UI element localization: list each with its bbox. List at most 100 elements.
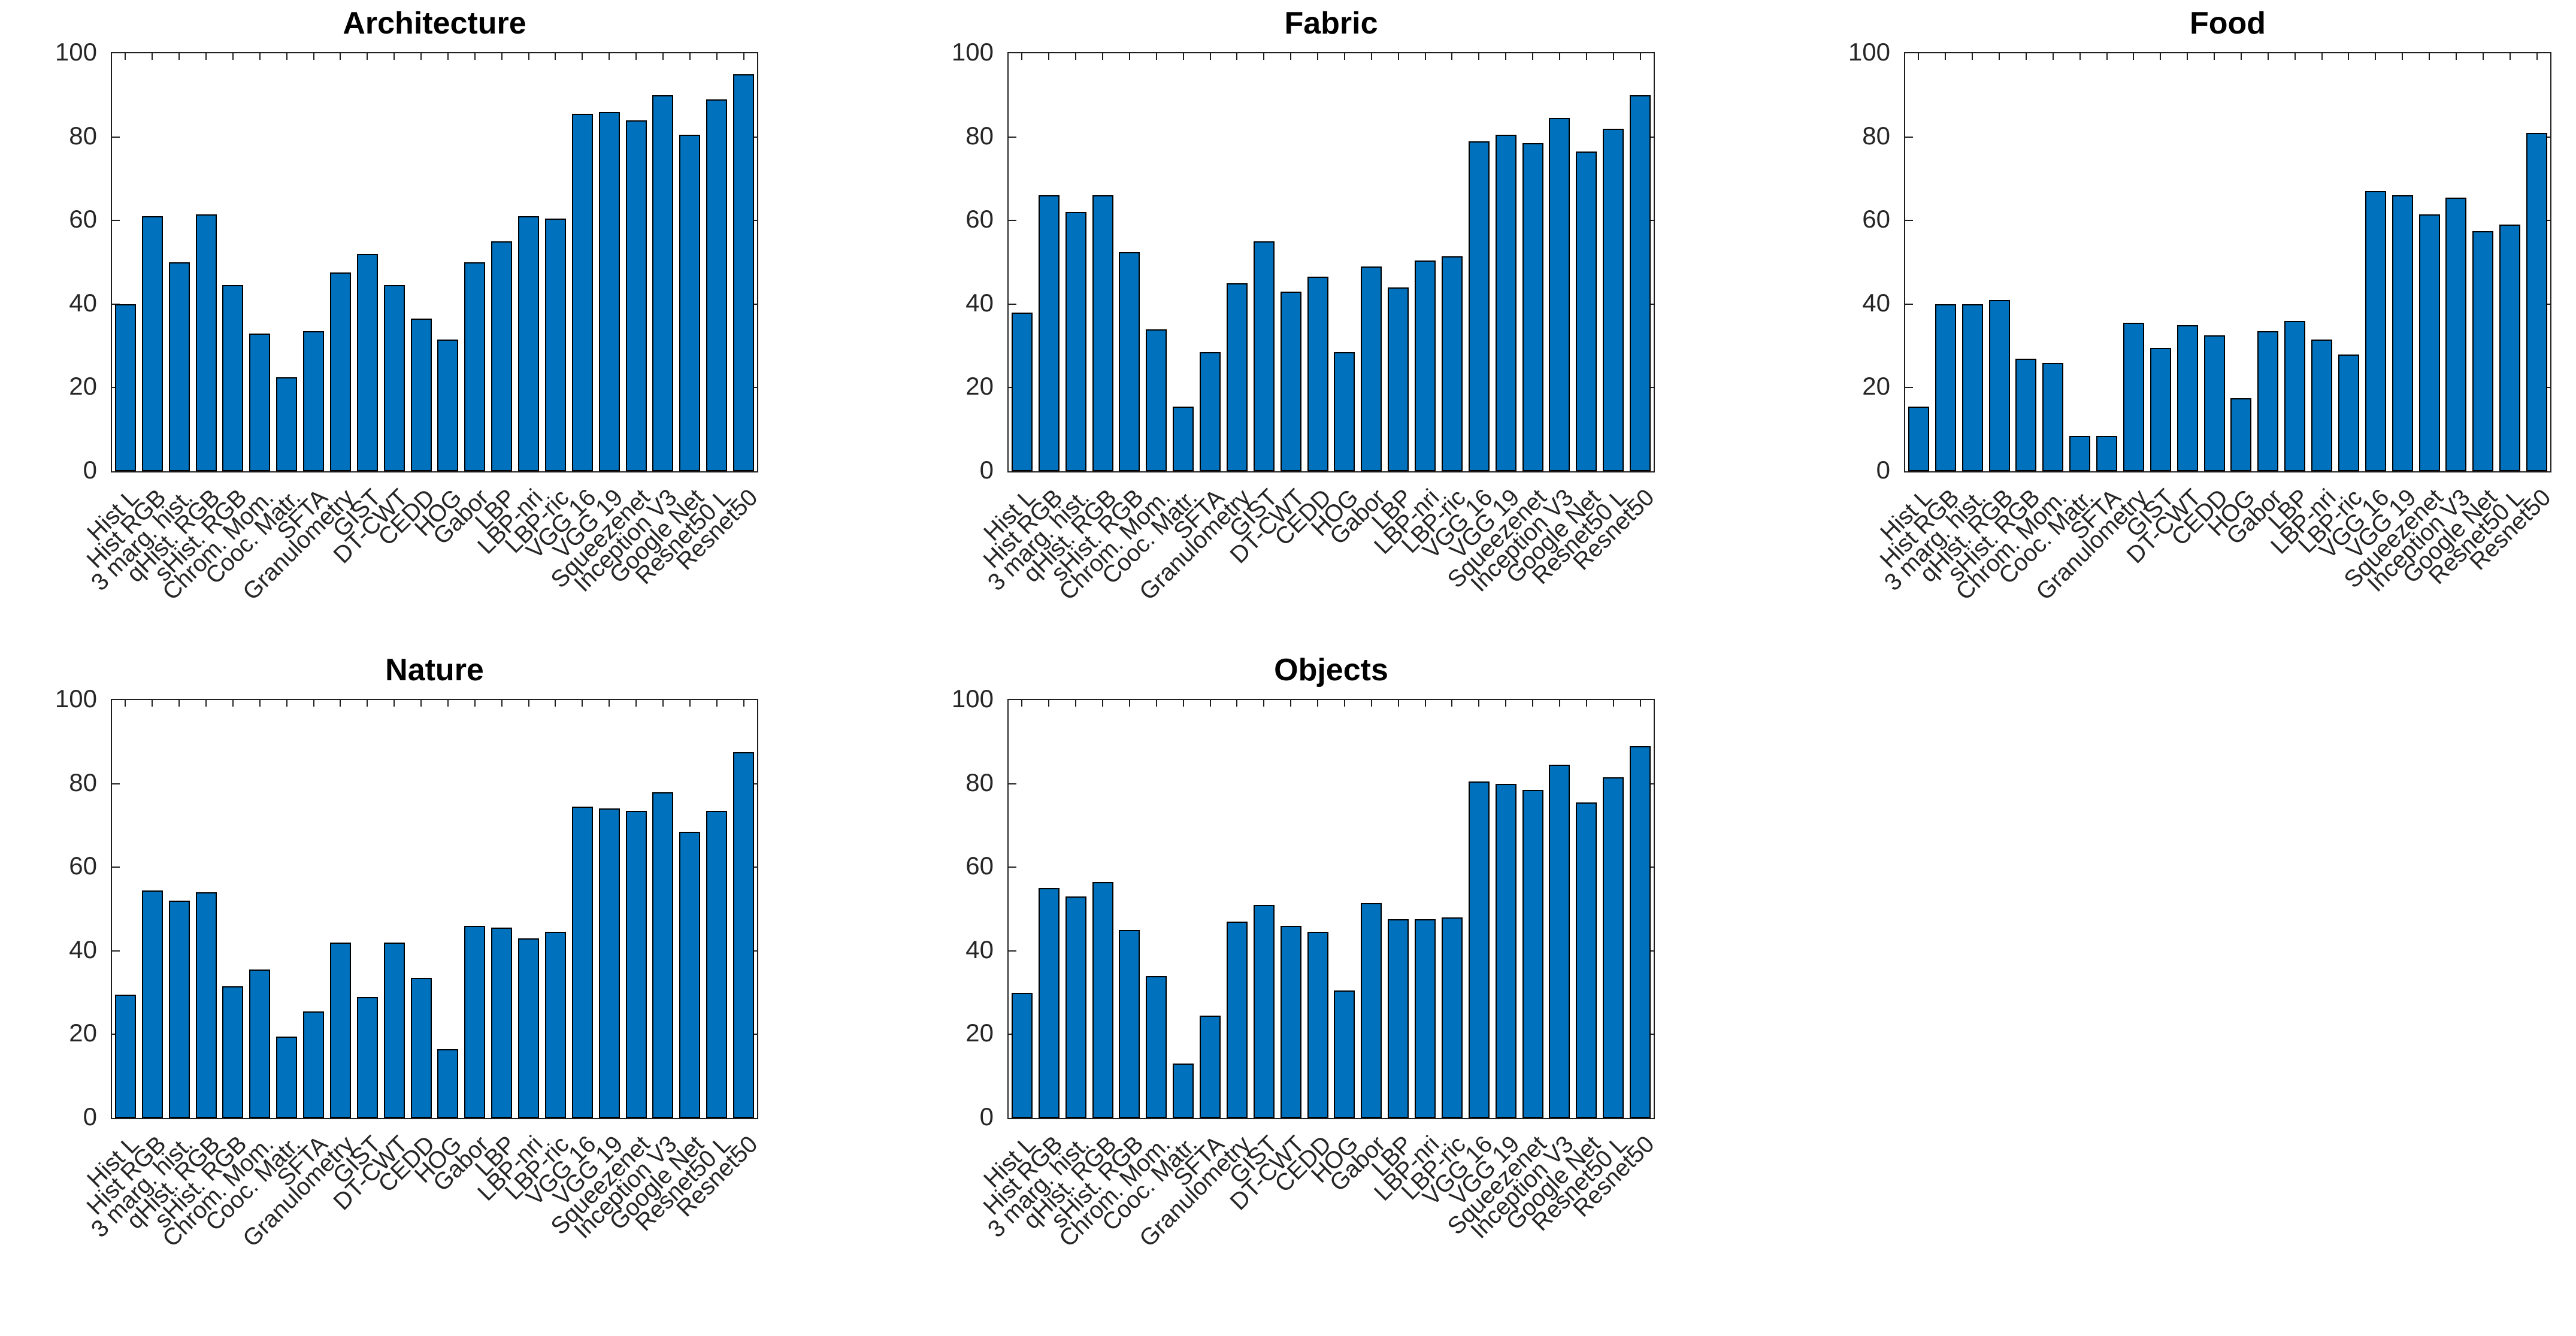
x-tick-top [1424,53,1426,60]
x-tick-top [286,700,287,707]
bar-inception-v3 [1549,118,1570,471]
bar-resnet50-l [2499,225,2520,471]
x-tick-top [2536,53,2538,60]
x-tick-top [1918,53,1920,60]
bar-3-marg-hist- [169,901,190,1118]
bar-sfta [303,331,324,471]
bar-gist [357,254,378,471]
bar-vgg-16 [2365,191,2386,471]
y-tick-label: 0 [1876,456,1890,484]
x-tick-top [1639,53,1641,60]
bar-shist-rgb [1119,252,1140,471]
y-tick-label: 100 [951,684,994,713]
x-tick-top [2052,53,2054,60]
x-tick-top [2482,53,2484,60]
x-tick-top [2160,53,2162,60]
bar-lbp-ric [2338,355,2359,471]
bar-resnet50 [2526,133,2547,471]
bar-lbp-nri [1415,260,1436,471]
bar-hist-l [1012,993,1033,1118]
bar-hist-rgb [1039,195,1060,471]
bar-shist-rgb [222,986,243,1118]
x-tick-top [232,53,234,60]
x-tick-top [1639,700,1641,707]
bar-dt-cwt [1281,292,1301,471]
y-tick-left [1905,303,1913,305]
x-tick-top [2402,53,2404,60]
y-tick-label: 20 [69,372,97,401]
x-tick-top [1317,53,1319,60]
x-tick-top [259,700,261,707]
x-tick-top [501,700,503,707]
bar-vgg-19 [599,112,620,471]
x-tick-top [152,700,153,707]
x-tick-top [1021,700,1023,707]
bar-hist-l [115,304,136,471]
bar-lbp [491,241,512,471]
x-tick-top [582,53,583,60]
bar-hist-l [115,995,136,1118]
x-tick-top [1505,53,1507,60]
x-tick-top [367,53,368,60]
y-tick-label: 20 [965,1019,994,1047]
x-tick-top [125,700,126,707]
x-tick-top [2240,53,2242,60]
bar-google-net [1576,802,1597,1118]
x-tick-top [689,700,691,707]
x-tick-top [286,53,287,60]
x-tick-top [1048,700,1050,707]
x-tick-top [340,53,341,60]
y-tick-label: 0 [83,1102,97,1131]
x-tick-top [367,700,368,707]
y-tick-label: 40 [69,288,97,317]
y-tick-left [1009,303,1016,305]
x-tick-top [1451,700,1453,707]
bar-lbp-ric [1442,917,1463,1118]
bar-hist-rgb [142,890,163,1118]
bar-granulometry [330,272,351,471]
y-tick-label: 0 [979,1102,994,1131]
chart-title: Nature [385,653,484,687]
bar-hog [437,340,458,471]
bar-hog [2230,398,2251,471]
x-tick-top [1343,700,1345,707]
bar-cedd [411,319,432,471]
bar-gabor [464,926,485,1118]
x-tick-top [1263,53,1265,60]
x-tick-top [2267,53,2269,60]
plot-area [111,52,758,472]
x-tick-top [1558,700,1560,707]
bar-squeezenet [626,811,647,1118]
bar-cedd [2204,335,2225,471]
bar-cooc-matr- [1173,407,1194,471]
bar-qhist-rgb [1989,300,2010,471]
x-tick-top [1451,53,1453,60]
bar-squeezenet [626,120,647,471]
bar-inception-v3 [652,792,673,1118]
bar-lbp [1388,287,1409,471]
y-tick-label: 20 [965,372,994,401]
x-tick-top [1209,53,1211,60]
bar-3-marg-hist- [1065,896,1086,1118]
y-tick-label: 0 [83,456,97,484]
bar-shist-rgb [222,285,243,471]
x-tick-top [313,700,314,707]
x-tick-top [716,700,718,707]
x-tick-top [1532,700,1534,707]
bar-cooc-matr- [276,377,297,471]
bar-cooc-matr- [2069,436,2090,471]
bar-vgg-19 [2392,195,2413,471]
x-tick-top [1182,53,1184,60]
x-tick-top [125,53,126,60]
bar-hog [437,1049,458,1118]
y-tick-left [1009,136,1016,138]
x-tick-top [205,53,207,60]
y-tick-label: 100 [1848,38,1890,66]
bar-sfta [2096,436,2117,471]
y-tick-label: 0 [979,456,994,484]
bar-shist-rgb [1119,930,1140,1118]
x-tick-top [1585,700,1587,707]
bar-hog [1334,990,1355,1118]
y-tick-label: 60 [965,205,994,234]
bar-vgg-16 [1469,141,1490,471]
